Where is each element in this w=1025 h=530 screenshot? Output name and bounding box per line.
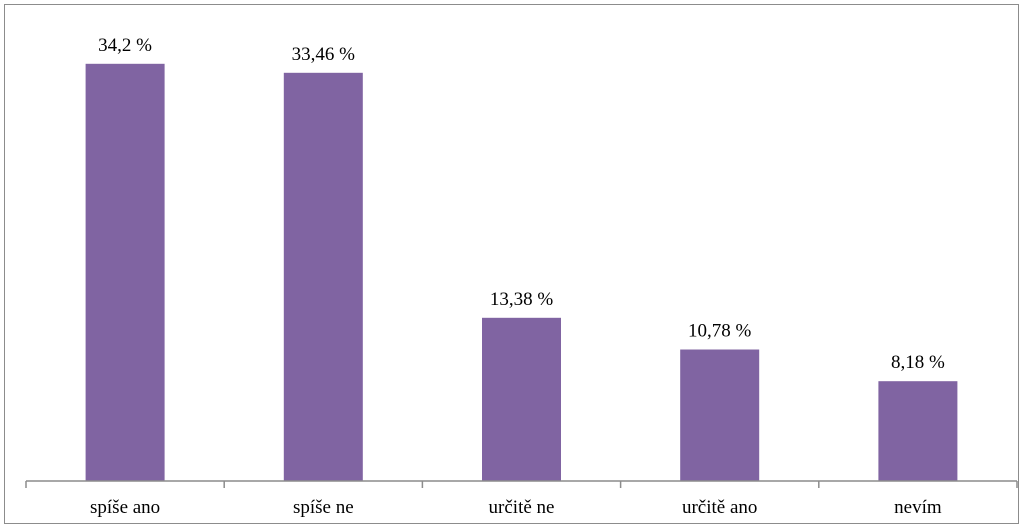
bars-group <box>85 63 958 482</box>
bar-4 <box>680 349 760 481</box>
bar-2 <box>283 72 363 482</box>
bar-5 <box>878 381 958 481</box>
data-label-2: 33,46 % <box>292 44 356 65</box>
x-tick-label-1: spíše ano <box>90 497 160 518</box>
x-tick-label-5: nevím <box>894 497 942 518</box>
x-axis <box>25 480 1018 488</box>
data-labels-group: 34,2 % 33,46 % 13,38 % 10,78 % 8,18 % <box>98 35 945 373</box>
data-label-3: 13,38 % <box>490 289 554 310</box>
x-tick-label-2: spíše ne <box>293 497 354 518</box>
bar-1 <box>85 63 165 482</box>
data-label-5: 8,18 % <box>891 352 945 373</box>
data-label-1: 34,2 % <box>98 35 152 56</box>
data-label-4: 10,78 % <box>688 321 752 342</box>
x-tick-label-4: určitě ano <box>682 497 757 518</box>
x-axis-tick-labels: spíše ano spíše ne určitě ne určitě ano neví… <box>90 497 942 518</box>
x-tick-label-3: určitě ne <box>489 497 555 518</box>
bar-3 <box>482 317 561 481</box>
